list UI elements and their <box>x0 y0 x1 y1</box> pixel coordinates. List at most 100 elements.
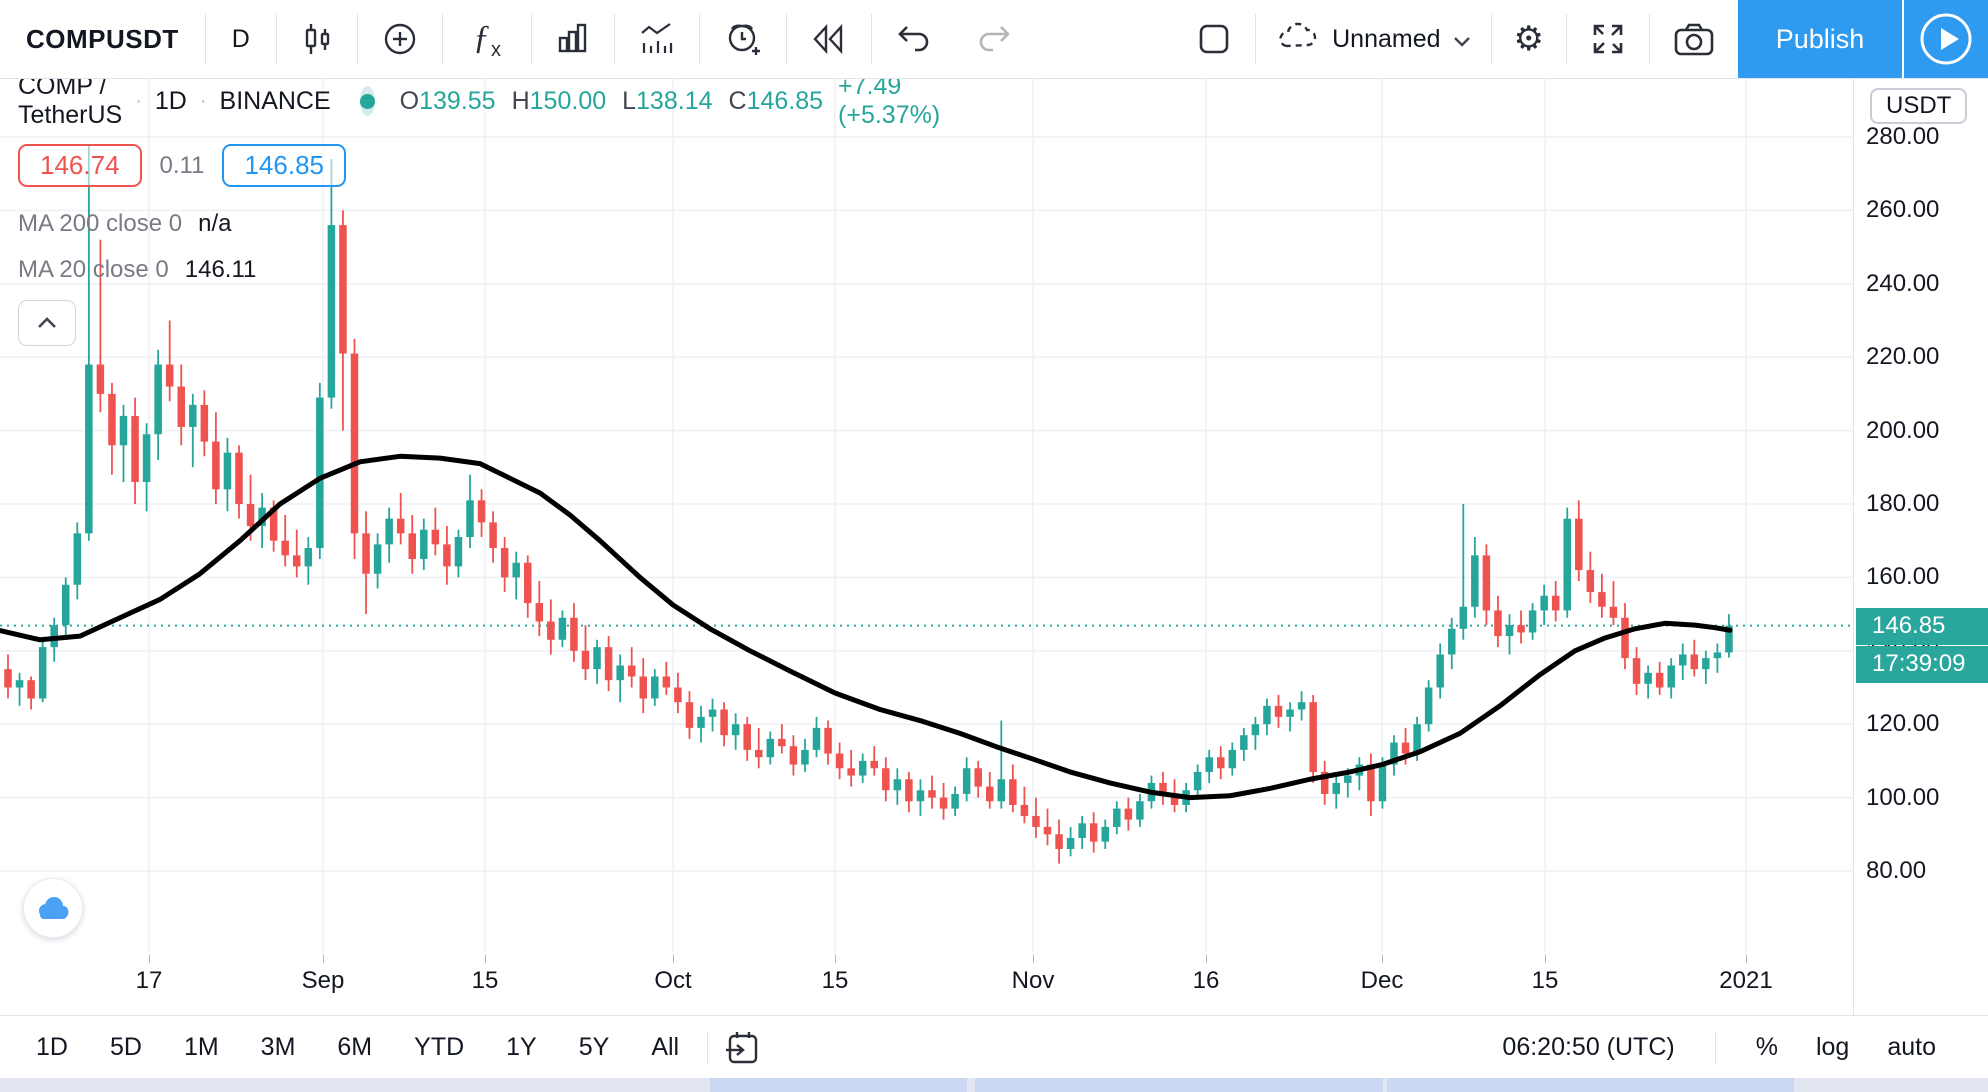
price-axis-label: 120.00 <box>1866 710 1940 738</box>
toolbar-separator <box>530 14 532 64</box>
time-axis-label: 17 <box>135 967 163 994</box>
time-axis-tick <box>1382 955 1383 963</box>
price-axis-label: 100.00 <box>1866 783 1940 811</box>
range-button-1m[interactable]: 1M <box>183 1033 219 1061</box>
toolbar-separator <box>356 14 358 64</box>
toolbar-separator <box>870 14 872 64</box>
price-axis-label: 160.00 <box>1866 563 1940 591</box>
symbol-search-button[interactable]: COMPUSDT <box>26 23 179 54</box>
toolbar-separator <box>785 14 787 64</box>
last-price-badge: 146.85 <box>1856 607 1988 645</box>
percent-scale-button[interactable]: % <box>1755 1033 1778 1061</box>
range-button-1y[interactable]: 1Y <box>506 1033 537 1061</box>
price-axis[interactable]: USDT 280.00 260.00 240.00 220.00 200.00 180.0… <box>1853 78 1988 1015</box>
layout-name-label: Unnamed <box>1332 24 1441 53</box>
spread-value: 0.11 <box>159 151 205 179</box>
time-axis-label: Dec <box>1360 967 1404 994</box>
strip-segment <box>1387 1078 1794 1092</box>
price-axis-label: 220.00 <box>1866 343 1940 371</box>
toolbar-separator <box>275 14 277 64</box>
top-toolbar-right: Unnamed ⚙ <box>1173 0 1988 78</box>
time-axis-tick <box>1206 955 1207 963</box>
chevron-down-icon <box>1453 25 1471 54</box>
top-toolbar: COMPUSDT D ƒ x <box>0 0 1988 79</box>
legend-collapse-button[interactable] <box>18 300 76 346</box>
range-button-5d[interactable]: 5D <box>109 1033 142 1061</box>
blue-cloud-icon <box>39 897 69 919</box>
fullscreen-icon[interactable] <box>1567 0 1649 78</box>
gridlines <box>0 78 1853 955</box>
cloud-save-icon <box>1276 19 1320 60</box>
time-axis-tick <box>1033 955 1034 963</box>
toolbar-separator <box>1714 1032 1716 1063</box>
time-axis-label: 15 <box>1531 967 1559 994</box>
price-axis-label: 180.00 <box>1866 490 1940 517</box>
toolbar-separator <box>1255 14 1257 64</box>
redo-icon[interactable] <box>954 0 1036 78</box>
layout-select-icon[interactable] <box>1173 0 1255 78</box>
price-axis-label: 280.00 <box>1866 123 1940 150</box>
indicator-row-ma20[interactable]: MA 20 close 0 146.11 <box>18 256 257 283</box>
page-bottom-strip <box>0 1078 1988 1092</box>
range-button-6m[interactable]: 6M <box>337 1033 373 1061</box>
publish-play-button[interactable] <box>1904 0 1988 78</box>
time-axis-tick <box>323 955 324 963</box>
layout-name-button[interactable]: Unnamed <box>1256 0 1490 78</box>
time-axis-label: 15 <box>471 967 499 994</box>
currency-badge[interactable]: USDT <box>1870 88 1968 124</box>
price-axis-label: 200.00 <box>1866 416 1940 444</box>
go-to-date-button[interactable] <box>722 1028 762 1068</box>
time-axis-tick <box>673 955 674 963</box>
time-axis-label: 2021 <box>1719 967 1773 994</box>
price-axis-label: 240.00 <box>1866 269 1940 297</box>
chart-style-candles-icon[interactable] <box>277 0 357 78</box>
chart-properties-gear-icon[interactable]: ⚙ <box>1513 20 1544 58</box>
bottom-toolbar: 1D 5D 1M 3M 6M YTD 1Y 5Y All 06:20:50 (UTC) % lo… <box>0 1015 1988 1079</box>
cloud-notification-button[interactable] <box>23 878 83 938</box>
indicators-fx-icon[interactable]: ƒ x <box>443 0 531 78</box>
toolbar-separator <box>1566 14 1567 64</box>
toolbar-separator <box>1649 14 1650 64</box>
range-button-5y[interactable]: 5Y <box>578 1033 610 1061</box>
time-axis-label: 16 <box>1192 967 1220 994</box>
snapshot-camera-icon[interactable] <box>1650 0 1738 78</box>
strip-segment <box>975 1078 1383 1092</box>
time-axis[interactable]: 17 Sep 15 Oct 15 Nov 16 Dec 15 2021 <box>0 955 1853 1015</box>
svg-text:x: x <box>491 39 501 60</box>
ask-price-box[interactable]: 146.85 <box>222 144 346 187</box>
toolbar-separator <box>707 1032 709 1063</box>
toolbar-separator <box>698 14 700 64</box>
time-axis-label: Nov <box>1011 967 1055 994</box>
undo-icon[interactable] <box>872 0 954 78</box>
auto-scale-button[interactable]: auto <box>1887 1033 1936 1061</box>
financials-icon[interactable] <box>532 0 614 78</box>
time-axis-tick <box>835 955 836 963</box>
range-button-3m[interactable]: 3M <box>260 1033 296 1061</box>
alert-icon[interactable] <box>700 0 786 78</box>
toolbar-separator <box>1490 14 1492 64</box>
ma20-line <box>0 453 1733 801</box>
toolbar-separator <box>441 14 443 64</box>
publish-button[interactable]: Publish <box>1738 0 1902 78</box>
price-axis-label: 80.00 <box>1866 857 1927 884</box>
compare-icon[interactable] <box>358 0 442 78</box>
indicator-row-ma200[interactable]: MA 200 close 0 n/a <box>18 210 232 237</box>
price-chart[interactable] <box>0 78 1853 955</box>
timezone-clock-button[interactable]: 06:20:50 (UTC) <box>1502 1033 1675 1061</box>
date-range-group: 1D 5D 1M 3M 6M YTD 1Y 5Y All <box>0 1029 693 1066</box>
log-scale-button[interactable]: log <box>1815 1033 1850 1061</box>
indicator-templates-icon[interactable] <box>615 0 699 78</box>
time-axis-label: Oct <box>654 967 692 994</box>
bottom-toolbar-right: 06:20:50 (UTC) % log auto <box>1490 1029 1988 1066</box>
interval-button[interactable]: D <box>231 24 250 53</box>
bar-replay-icon[interactable] <box>787 0 871 78</box>
bid-price-box[interactable]: 146.74 <box>18 144 142 187</box>
bar-countdown-badge: 17:39:09 <box>1856 645 1988 683</box>
range-button-ytd[interactable]: YTD <box>414 1033 465 1061</box>
price-axis-label: 260.00 <box>1866 196 1940 224</box>
bid-ask-row: 146.74 0.11 146.85 <box>18 144 346 187</box>
range-button-1d[interactable]: 1D <box>36 1033 68 1061</box>
range-button-all[interactable]: All <box>651 1033 680 1061</box>
toolbar-separator <box>613 14 615 64</box>
